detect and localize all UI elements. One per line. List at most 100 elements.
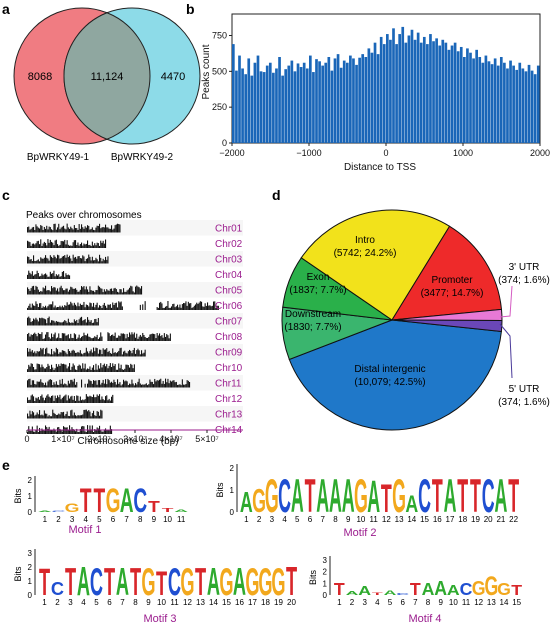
logo-letter: A <box>291 470 304 523</box>
chrom-peak <box>42 366 44 372</box>
pie-label-intergenic-name: Distal intergenic <box>354 364 425 375</box>
chrom-peak <box>82 287 84 295</box>
logo-position-label: 3 <box>362 598 367 607</box>
chrom-x-tick-label: 4×10⁷ <box>159 434 183 444</box>
logo-position-label: 5 <box>388 598 393 607</box>
hist-bar <box>293 71 297 143</box>
hist-bar <box>441 39 445 143</box>
chrom-peak <box>61 378 63 388</box>
chrom-peak <box>91 396 93 403</box>
chrom-peak <box>87 240 89 248</box>
chrom-peak <box>96 394 98 403</box>
logo-position-label: 11 <box>170 598 179 607</box>
logo-letter: T <box>195 560 206 604</box>
chrom-peak <box>91 227 93 233</box>
chrom-peak <box>73 350 75 357</box>
chrom-peak <box>51 273 53 279</box>
logo-position-label: 19 <box>274 598 283 607</box>
logo-position-label: 16 <box>433 515 442 524</box>
chrom-label: Chr05 <box>215 286 243 297</box>
chrom-peak <box>111 429 113 434</box>
logo-position-label: 1 <box>337 598 342 607</box>
chrom-peak <box>39 228 41 233</box>
chrom-peak <box>101 410 103 419</box>
chrom-peak <box>100 240 102 248</box>
chrom-peak <box>27 256 29 264</box>
chrom-peak <box>46 257 48 264</box>
chrom-peak <box>85 322 87 326</box>
chrom-peak <box>112 302 114 310</box>
chrom-peak <box>58 245 60 248</box>
chrom-peak <box>36 260 38 264</box>
hist-y-tick-label: 0 <box>222 138 227 148</box>
chrom-peak <box>83 332 85 341</box>
chrom-peak <box>58 291 60 295</box>
chrom-peak <box>169 333 171 341</box>
hist-bar <box>330 70 334 143</box>
chrom-peak <box>87 258 89 264</box>
chrom-peak <box>45 285 47 295</box>
chrom-peak <box>165 378 167 388</box>
chrom-peak <box>96 242 98 248</box>
chrom-peak <box>53 270 55 279</box>
chrom-peak <box>34 274 36 279</box>
chrom-peak <box>216 305 218 310</box>
chrom-peak <box>91 241 93 248</box>
chrom-peak <box>54 322 56 326</box>
chrom-peak <box>27 307 29 310</box>
hist-bar <box>419 42 423 143</box>
chrom-peak <box>34 332 36 341</box>
chrom-peak <box>156 380 158 388</box>
chrom-label: Chr13 <box>215 410 243 421</box>
chrom-peak <box>47 229 49 233</box>
chrom-label: Chr06 <box>215 301 243 312</box>
hist-bar <box>413 39 417 143</box>
chrom-peak <box>65 273 67 279</box>
logo-motif-name: Motif 2 <box>343 527 376 539</box>
chrom-peak <box>97 365 99 372</box>
chrom-peak <box>55 258 57 264</box>
chrom-peak <box>82 414 84 419</box>
chrom-peak <box>87 225 89 233</box>
chrom-peak <box>112 229 114 233</box>
logo-position-label: 14 <box>500 598 509 607</box>
pie-labels: Intro (5742; 24.2%) Promoter (3477; 14.7… <box>284 235 549 408</box>
chrom-x-tick-label: 1×10⁷ <box>51 434 75 444</box>
chrom-peak <box>103 383 105 388</box>
chrom-peak <box>138 350 140 357</box>
chrom-peak <box>114 381 116 388</box>
chrom-peak <box>111 396 113 403</box>
chrom-peak <box>57 227 59 233</box>
chrom-peak <box>47 394 49 403</box>
logo-y-tick-label: 2 <box>28 563 33 572</box>
hist-bar <box>533 74 537 143</box>
chrom-peak <box>67 291 69 295</box>
chrom-peak <box>59 379 61 388</box>
chrom-peak <box>94 415 96 419</box>
logo-position-label: 12 <box>474 598 483 607</box>
logo-position-label: 11 <box>177 515 186 524</box>
chrom-peak <box>66 254 68 264</box>
chrom-peak <box>82 255 84 264</box>
chrom-peak <box>124 291 126 295</box>
chrom-peak <box>101 396 103 403</box>
chrom-peak <box>157 380 159 388</box>
chrom-peak <box>58 353 60 357</box>
chrom-peak <box>48 226 50 233</box>
chrom-peak <box>117 352 119 357</box>
chrom-peak <box>60 399 62 403</box>
hist-bar <box>302 62 306 143</box>
chrom-peak <box>54 240 56 248</box>
chrom-peak <box>151 333 153 341</box>
chrom-peak <box>54 305 56 310</box>
chrom-peak <box>138 378 140 388</box>
chrom-peak <box>67 366 69 372</box>
logo-letter: T <box>508 470 519 523</box>
chrom-peak <box>142 304 144 310</box>
chrom-peak <box>35 243 37 248</box>
logo-position-label: 7 <box>124 515 129 524</box>
chrom-peak <box>96 369 98 372</box>
chrom-peak <box>192 307 194 310</box>
chrom-peak <box>35 261 37 264</box>
